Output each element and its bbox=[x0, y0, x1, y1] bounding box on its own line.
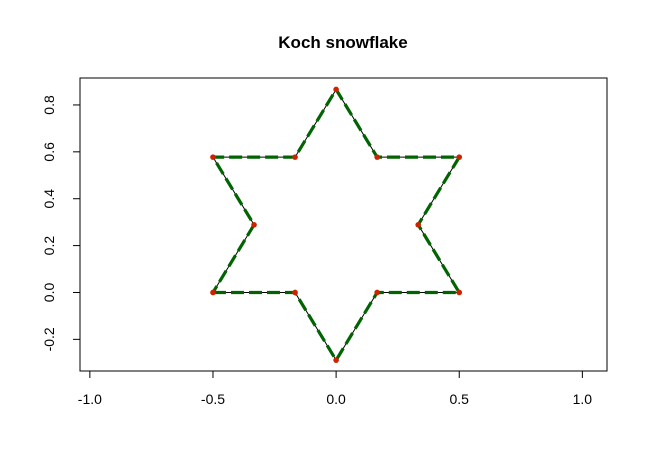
data-point bbox=[333, 357, 339, 363]
data-point bbox=[415, 222, 421, 228]
y-axis: -0.2 0.0 0.2 0.4 0.6 0.8 bbox=[41, 95, 81, 351]
data-point bbox=[374, 154, 380, 160]
series-solid-line bbox=[212, 88, 460, 361]
y-tick-label: -0.2 bbox=[41, 327, 57, 351]
points-layer bbox=[210, 86, 463, 363]
x-tick-label: 1.0 bbox=[573, 391, 593, 407]
y-tick-label: 0.6 bbox=[41, 142, 57, 162]
data-point bbox=[374, 289, 380, 296]
data-point bbox=[292, 154, 298, 160]
y-tick-label: 0.0 bbox=[41, 283, 57, 303]
data-point bbox=[456, 154, 463, 160]
x-tick-label: 0.0 bbox=[326, 391, 346, 407]
data-point bbox=[210, 289, 216, 296]
series-layer bbox=[211, 87, 461, 362]
plot-frame bbox=[79, 77, 608, 372]
y-tick-label: 0.8 bbox=[41, 95, 57, 115]
series-dashed-line bbox=[211, 87, 461, 362]
data-point bbox=[292, 289, 298, 296]
data-point bbox=[333, 86, 339, 93]
chart-title: Koch snowflake bbox=[278, 33, 407, 52]
x-tick-label: 0.5 bbox=[450, 391, 470, 407]
data-point bbox=[210, 154, 216, 160]
y-tick-label: 0.4 bbox=[41, 189, 57, 209]
x-tick-label: -1.0 bbox=[78, 391, 102, 407]
y-tick-label: 0.2 bbox=[41, 236, 57, 256]
x-axis: -1.0 -0.5 0.0 0.5 1.0 bbox=[78, 370, 593, 407]
x-tick-label: -0.5 bbox=[201, 391, 225, 407]
data-point bbox=[456, 289, 463, 296]
data-point bbox=[251, 222, 257, 228]
